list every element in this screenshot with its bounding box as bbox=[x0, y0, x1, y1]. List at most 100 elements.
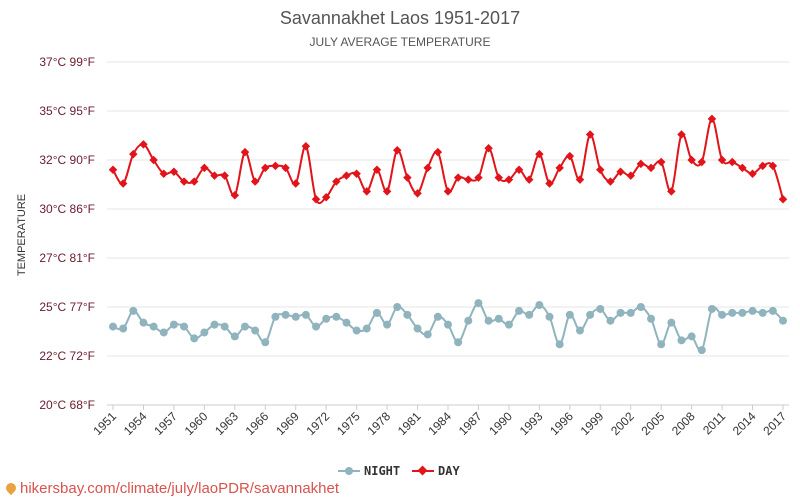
data-point-day[interactable] bbox=[382, 187, 392, 196]
data-point-night[interactable] bbox=[190, 334, 199, 343]
data-point-night[interactable] bbox=[342, 318, 351, 327]
data-point-night[interactable] bbox=[301, 310, 310, 319]
data-point-day[interactable] bbox=[271, 161, 280, 171]
data-point-night[interactable] bbox=[718, 310, 727, 319]
data-point-day[interactable] bbox=[372, 165, 382, 175]
data-point-day[interactable] bbox=[240, 147, 250, 157]
data-point-night[interactable] bbox=[454, 338, 463, 347]
data-point-night[interactable] bbox=[525, 310, 534, 319]
data-point-night[interactable] bbox=[606, 316, 615, 325]
data-point-day[interactable] bbox=[108, 165, 118, 175]
data-point-day[interactable] bbox=[159, 169, 169, 178]
data-point-night[interactable] bbox=[109, 322, 117, 331]
data-point-day[interactable] bbox=[220, 171, 229, 180]
data-point-day[interactable] bbox=[352, 169, 361, 178]
data-point-night[interactable] bbox=[464, 316, 473, 325]
data-point-night[interactable] bbox=[169, 320, 178, 329]
data-point-night[interactable] bbox=[423, 330, 432, 339]
data-point-day[interactable] bbox=[392, 145, 402, 155]
data-point-day[interactable] bbox=[413, 189, 422, 198]
data-point-day[interactable] bbox=[494, 173, 504, 182]
data-point-day[interactable] bbox=[403, 173, 412, 182]
data-point-day[interactable] bbox=[291, 179, 300, 188]
data-point-day[interactable] bbox=[656, 157, 666, 167]
data-point-night[interactable] bbox=[433, 312, 442, 321]
data-point-night[interactable] bbox=[372, 308, 381, 317]
data-point-day[interactable] bbox=[311, 194, 321, 204]
data-point-day[interactable] bbox=[179, 177, 189, 186]
data-point-day[interactable] bbox=[210, 171, 219, 180]
data-point-night[interactable] bbox=[515, 306, 524, 315]
source-link[interactable]: hikersbay.com/climate/july/laoPDR/savann… bbox=[3, 480, 339, 497]
data-point-night[interactable] bbox=[636, 303, 645, 311]
data-point-day[interactable] bbox=[200, 163, 209, 173]
data-point-day[interactable] bbox=[443, 187, 453, 196]
data-point-day[interactable] bbox=[707, 114, 717, 124]
data-point-night[interactable] bbox=[200, 328, 209, 337]
data-point-night[interactable] bbox=[159, 328, 168, 337]
data-point-night[interactable] bbox=[535, 301, 544, 310]
data-point-day[interactable] bbox=[524, 175, 534, 184]
data-point-night[interactable] bbox=[728, 308, 737, 317]
data-point-night[interactable] bbox=[210, 320, 219, 329]
data-point-day[interactable] bbox=[484, 143, 493, 153]
data-point-night[interactable] bbox=[180, 322, 189, 331]
data-point-day[interactable] bbox=[565, 151, 575, 161]
data-point-night[interactable] bbox=[748, 306, 757, 315]
data-point-night[interactable] bbox=[393, 303, 402, 311]
data-point-night[interactable] bbox=[352, 326, 361, 335]
data-point-night[interactable] bbox=[657, 340, 666, 349]
data-point-night[interactable] bbox=[149, 322, 158, 331]
data-point-night[interactable] bbox=[322, 314, 331, 323]
data-point-night[interactable] bbox=[697, 346, 706, 355]
data-point-day[interactable] bbox=[189, 177, 199, 186]
legend-item-night[interactable]: NIGHT bbox=[338, 464, 400, 478]
data-point-day[interactable] bbox=[169, 167, 179, 177]
data-point-day[interactable] bbox=[727, 157, 737, 167]
data-point-night[interactable] bbox=[240, 322, 249, 331]
data-point-night[interactable] bbox=[312, 322, 321, 331]
data-point-night[interactable] bbox=[383, 320, 392, 329]
data-point-night[interactable] bbox=[474, 299, 483, 308]
data-point-day[interactable] bbox=[332, 177, 341, 186]
data-point-night[interactable] bbox=[494, 314, 503, 323]
data-point-night[interactable] bbox=[707, 304, 716, 313]
data-point-night[interactable] bbox=[413, 324, 422, 333]
data-point-day[interactable] bbox=[504, 175, 514, 184]
data-point-day[interactable] bbox=[433, 147, 443, 157]
data-point-night[interactable] bbox=[484, 316, 493, 325]
data-point-day[interactable] bbox=[149, 155, 158, 165]
data-point-night[interactable] bbox=[575, 326, 584, 335]
data-point-night[interactable] bbox=[647, 314, 656, 323]
data-point-day[interactable] bbox=[464, 175, 473, 184]
data-point-night[interactable] bbox=[555, 340, 564, 349]
data-point-night[interactable] bbox=[545, 312, 554, 321]
data-point-night[interactable] bbox=[586, 310, 595, 319]
data-point-night[interactable] bbox=[677, 336, 686, 345]
data-point-day[interactable] bbox=[453, 173, 463, 182]
data-point-night[interactable] bbox=[220, 322, 229, 331]
legend[interactable]: NIGHT DAY bbox=[338, 464, 460, 478]
data-point-night[interactable] bbox=[281, 310, 290, 319]
data-point-night[interactable] bbox=[362, 324, 371, 333]
data-point-day[interactable] bbox=[250, 177, 260, 186]
data-point-night[interactable] bbox=[616, 308, 625, 317]
data-point-night[interactable] bbox=[687, 332, 696, 341]
data-point-night[interactable] bbox=[779, 316, 787, 325]
data-point-night[interactable] bbox=[565, 310, 574, 319]
data-point-day[interactable] bbox=[129, 149, 138, 159]
data-point-day[interactable] bbox=[423, 163, 432, 173]
data-point-night[interactable] bbox=[261, 338, 270, 347]
data-point-day[interactable] bbox=[596, 165, 605, 175]
data-point-day[interactable] bbox=[748, 169, 757, 178]
data-point-day[interactable] bbox=[342, 171, 351, 180]
data-point-day[interactable] bbox=[139, 140, 148, 149]
data-point-night[interactable] bbox=[230, 332, 239, 341]
data-point-day[interactable] bbox=[778, 194, 788, 204]
data-point-night[interactable] bbox=[119, 324, 128, 333]
data-point-night[interactable] bbox=[139, 318, 148, 327]
data-point-day[interactable] bbox=[281, 163, 290, 173]
data-point-night[interactable] bbox=[251, 326, 260, 335]
data-point-day[interactable] bbox=[301, 142, 311, 151]
data-point-night[interactable] bbox=[504, 320, 513, 329]
